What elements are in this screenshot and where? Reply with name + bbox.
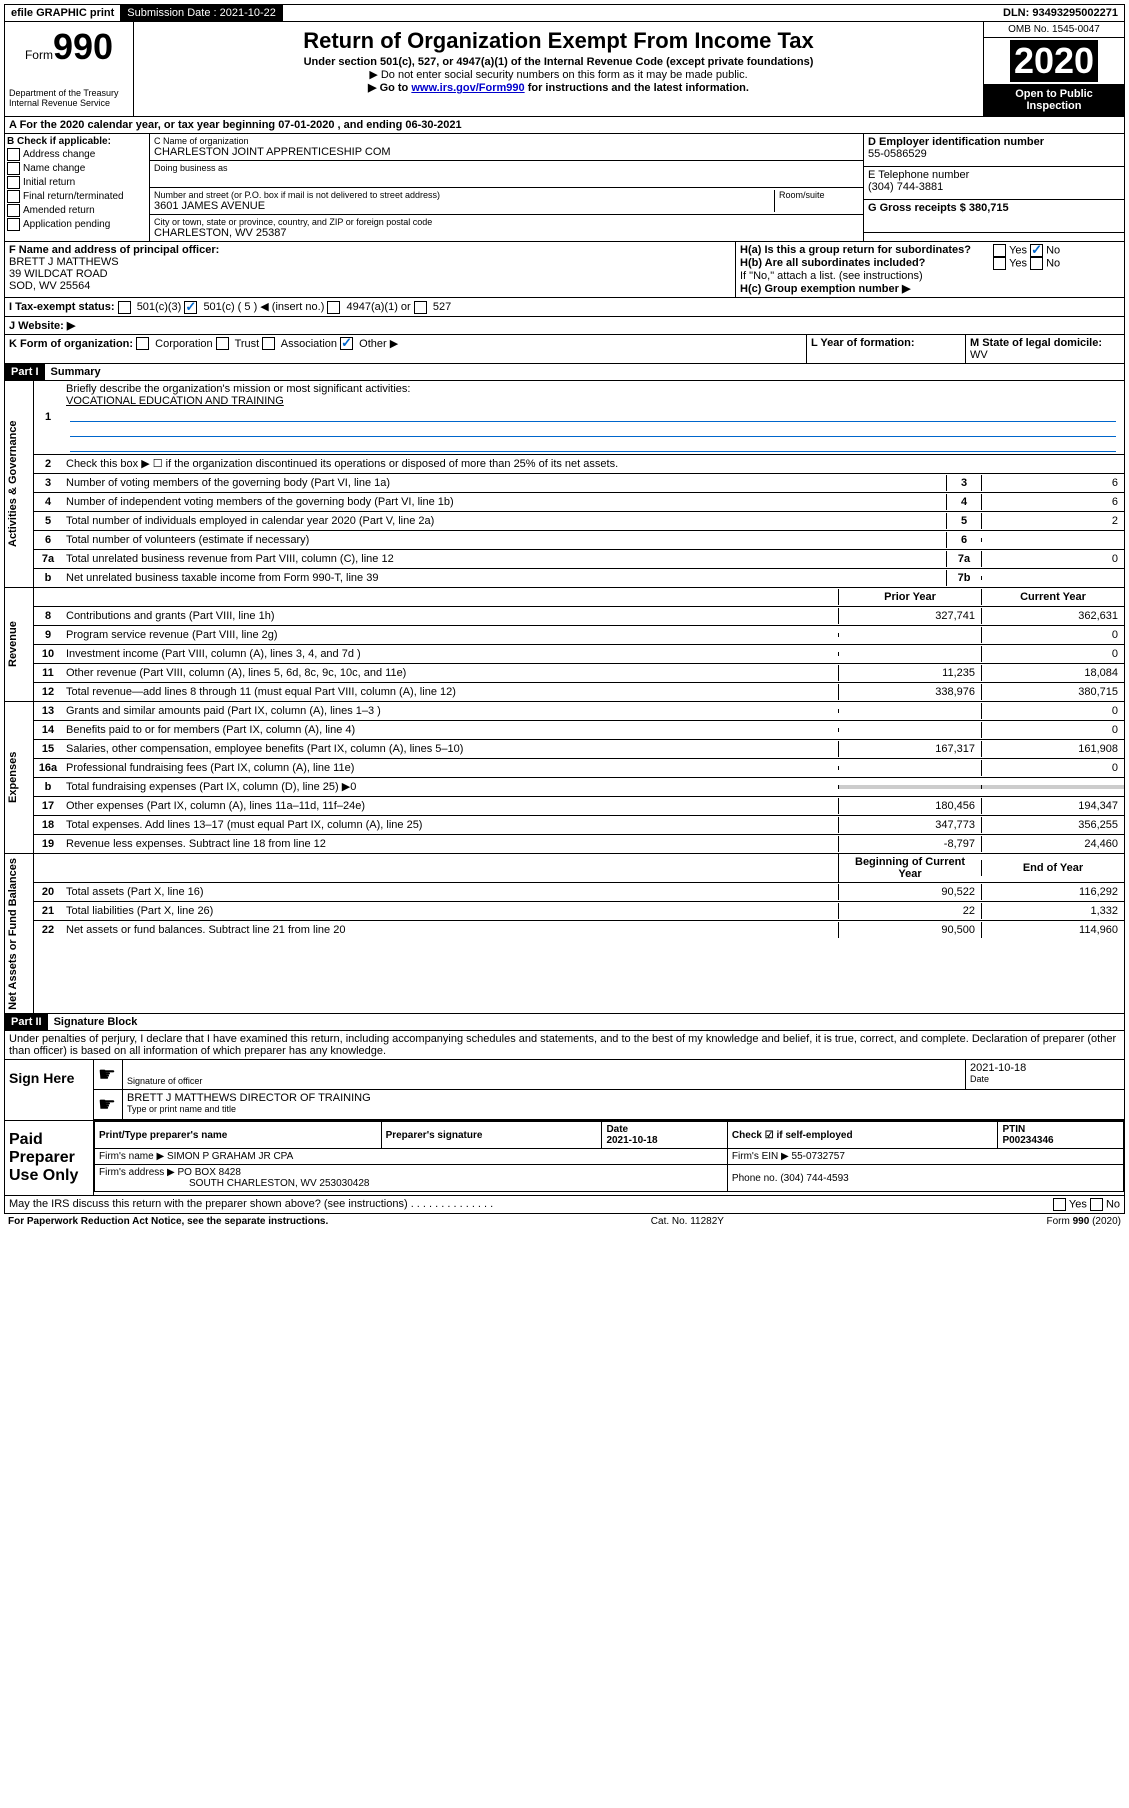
form-header: Form990 Department of the Treasury Inter… <box>4 22 1125 117</box>
summary-line: 14 Benefits paid to or for members (Part… <box>34 721 1124 740</box>
efile-label: efile GRAPHIC print <box>5 5 121 21</box>
form-note1: ▶ Do not enter social security numbers o… <box>138 68 979 81</box>
summary-line: 8 Contributions and grants (Part VIII, l… <box>34 607 1124 626</box>
penalty-statement: Under penalties of perjury, I declare th… <box>4 1031 1125 1060</box>
sidetab-expenses: Expenses <box>5 702 34 853</box>
summary-line: 20 Total assets (Part X, line 16) 90,522… <box>34 883 1124 902</box>
summary-line: 18 Total expenses. Add lines 13–17 (must… <box>34 816 1124 835</box>
summary-line: 5 Total number of individuals employed i… <box>34 512 1124 531</box>
summary-line: 15 Salaries, other compensation, employe… <box>34 740 1124 759</box>
summary-line: 3 Number of voting members of the govern… <box>34 474 1124 493</box>
dln: DLN: 93493295002271 <box>997 5 1124 21</box>
sign-here-block: Sign Here ☛ Signature of officer 2021-10… <box>4 1060 1125 1121</box>
activities-governance-section: Activities & Governance 1 Briefly descri… <box>4 381 1125 588</box>
form-title: Return of Organization Exempt From Incom… <box>138 28 979 54</box>
row-i: I Tax-exempt status: 501(c)(3) 501(c) ( … <box>4 298 1125 317</box>
summary-line: 11 Other revenue (Part VIII, column (A),… <box>34 664 1124 683</box>
irs-link[interactable]: www.irs.gov/Form990 <box>411 82 524 94</box>
paid-preparer-block: Paid Preparer Use Only Print/Type prepar… <box>4 1121 1125 1196</box>
section-a: A For the 2020 calendar year, or tax yea… <box>4 117 1125 134</box>
summary-line: 22 Net assets or fund balances. Subtract… <box>34 921 1124 939</box>
summary-line: 4 Number of independent voting members o… <box>34 493 1124 512</box>
net-assets-section: Net Assets or Fund Balances Beginning of… <box>4 854 1125 1015</box>
sign-here-label: Sign Here <box>5 1060 94 1120</box>
summary-line: 21 Total liabilities (Part X, line 26) 2… <box>34 902 1124 921</box>
summary-line: 7a Total unrelated business revenue from… <box>34 550 1124 569</box>
summary-line: 12 Total revenue—add lines 8 through 11 … <box>34 683 1124 701</box>
summary-line: b Net unrelated business taxable income … <box>34 569 1124 587</box>
summary-line: 9 Program service revenue (Part VIII, li… <box>34 626 1124 645</box>
dept-label: Department of the Treasury Internal Reve… <box>9 88 129 108</box>
expenses-section: Expenses 13 Grants and similar amounts p… <box>4 702 1125 854</box>
open-public-badge: Open to Public Inspection <box>984 84 1124 116</box>
summary-line: 6 Total number of volunteers (estimate i… <box>34 531 1124 550</box>
form-number: Form990 <box>9 26 129 68</box>
row-j: J Website: ▶ <box>4 317 1125 335</box>
row-k: K Form of organization: Corporation Trus… <box>4 335 1125 364</box>
part1-header: Part I Summary <box>4 364 1125 381</box>
sidetab-net: Net Assets or Fund Balances <box>5 854 34 1014</box>
column-d: D Employer identification number 55-0586… <box>864 134 1124 241</box>
discuss-row: May the IRS discuss this return with the… <box>4 1196 1125 1214</box>
summary-line: 19 Revenue less expenses. Subtract line … <box>34 835 1124 853</box>
row-f-h: F Name and address of principal officer:… <box>4 242 1125 298</box>
footer: For Paperwork Reduction Act Notice, see … <box>4 1214 1125 1229</box>
summary-line: 16a Professional fundraising fees (Part … <box>34 759 1124 778</box>
summary-line: 13 Grants and similar amounts paid (Part… <box>34 702 1124 721</box>
revenue-section: Revenue Prior Year Current Year 8 Contri… <box>4 588 1125 702</box>
form-subtitle: Under section 501(c), 527, or 4947(a)(1)… <box>138 56 979 68</box>
summary-line: 17 Other expenses (Part IX, column (A), … <box>34 797 1124 816</box>
sidetab-governance: Activities & Governance <box>5 381 34 587</box>
summary-line: b Total fundraising expenses (Part IX, c… <box>34 778 1124 797</box>
omb-number: OMB No. 1545-0047 <box>984 22 1124 38</box>
tax-year: 2020 <box>1010 40 1098 82</box>
info-grid: B Check if applicable: Address change Na… <box>4 134 1125 242</box>
paid-preparer-label: Paid Preparer Use Only <box>5 1121 94 1195</box>
column-b: B Check if applicable: Address change Na… <box>5 134 150 241</box>
column-c: C Name of organization CHARLESTON JOINT … <box>150 134 864 241</box>
submission-date-button[interactable]: Submission Date : 2021-10-22 <box>121 5 283 21</box>
sidetab-revenue: Revenue <box>5 588 34 701</box>
top-bar: efile GRAPHIC print Submission Date : 20… <box>4 4 1125 22</box>
preparer-table: Print/Type preparer's name Preparer's si… <box>94 1121 1124 1192</box>
form-note2: ▶ Go to www.irs.gov/Form990 for instruct… <box>138 81 979 94</box>
summary-line: 10 Investment income (Part VIII, column … <box>34 645 1124 664</box>
part2-header: Part II Signature Block <box>4 1014 1125 1031</box>
